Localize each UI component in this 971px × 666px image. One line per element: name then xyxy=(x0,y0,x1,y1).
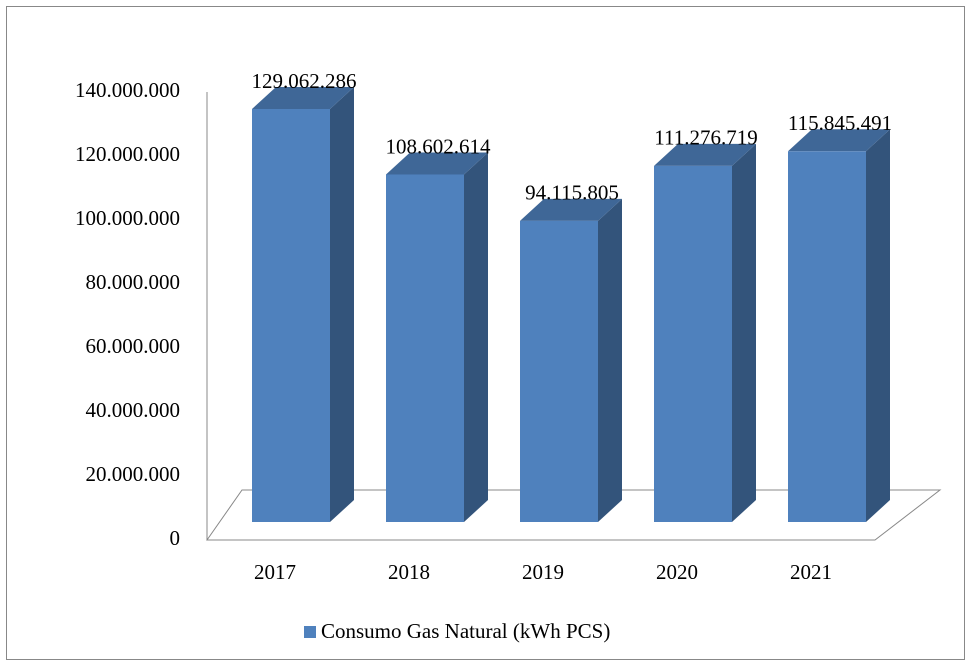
x-tick-label: 2017 xyxy=(254,560,296,584)
bar xyxy=(654,165,732,523)
floor xyxy=(206,489,942,541)
bar xyxy=(252,109,330,523)
bar-top xyxy=(788,129,890,152)
bar-top xyxy=(654,143,756,166)
y-tick-label: 140.000.000 xyxy=(75,78,180,102)
y-tick-label: 120.000.000 xyxy=(75,142,180,166)
y-tick-label: 0 xyxy=(170,526,181,550)
y-tick-label: 100.000.000 xyxy=(75,206,180,230)
bar-side xyxy=(598,198,622,523)
bar-side xyxy=(464,152,488,523)
bar-top xyxy=(252,87,354,110)
y-tick-label: 20.000.000 xyxy=(86,462,181,486)
legend-swatch xyxy=(304,626,316,638)
y-tick-label: 80.000.000 xyxy=(86,270,181,294)
data-label: 129.062.286 xyxy=(252,69,357,93)
bar-top xyxy=(520,198,622,221)
bar-side xyxy=(866,129,890,522)
x-tick-label: 2018 xyxy=(388,560,430,584)
bar xyxy=(520,220,598,523)
x-tick-label: 2021 xyxy=(790,560,832,584)
bar xyxy=(386,174,464,523)
data-label: 108.602.614 xyxy=(386,134,492,158)
data-label: 111.276.719 xyxy=(654,126,757,150)
x-tick-label: 2019 xyxy=(522,560,564,584)
data-label: 94.115.805 xyxy=(525,181,619,205)
y-tick-label: 40.000.000 xyxy=(86,398,181,422)
bar-side xyxy=(330,87,354,523)
legend-label: Consumo Gas Natural (kWh PCS) xyxy=(321,619,610,643)
data-label: 115.845.491 xyxy=(788,111,892,135)
y-tick-label: 60.000.000 xyxy=(86,334,181,358)
bar-side xyxy=(732,143,756,523)
x-tick-label: 2020 xyxy=(656,560,698,584)
bar xyxy=(788,151,866,522)
bar-top xyxy=(386,152,488,175)
